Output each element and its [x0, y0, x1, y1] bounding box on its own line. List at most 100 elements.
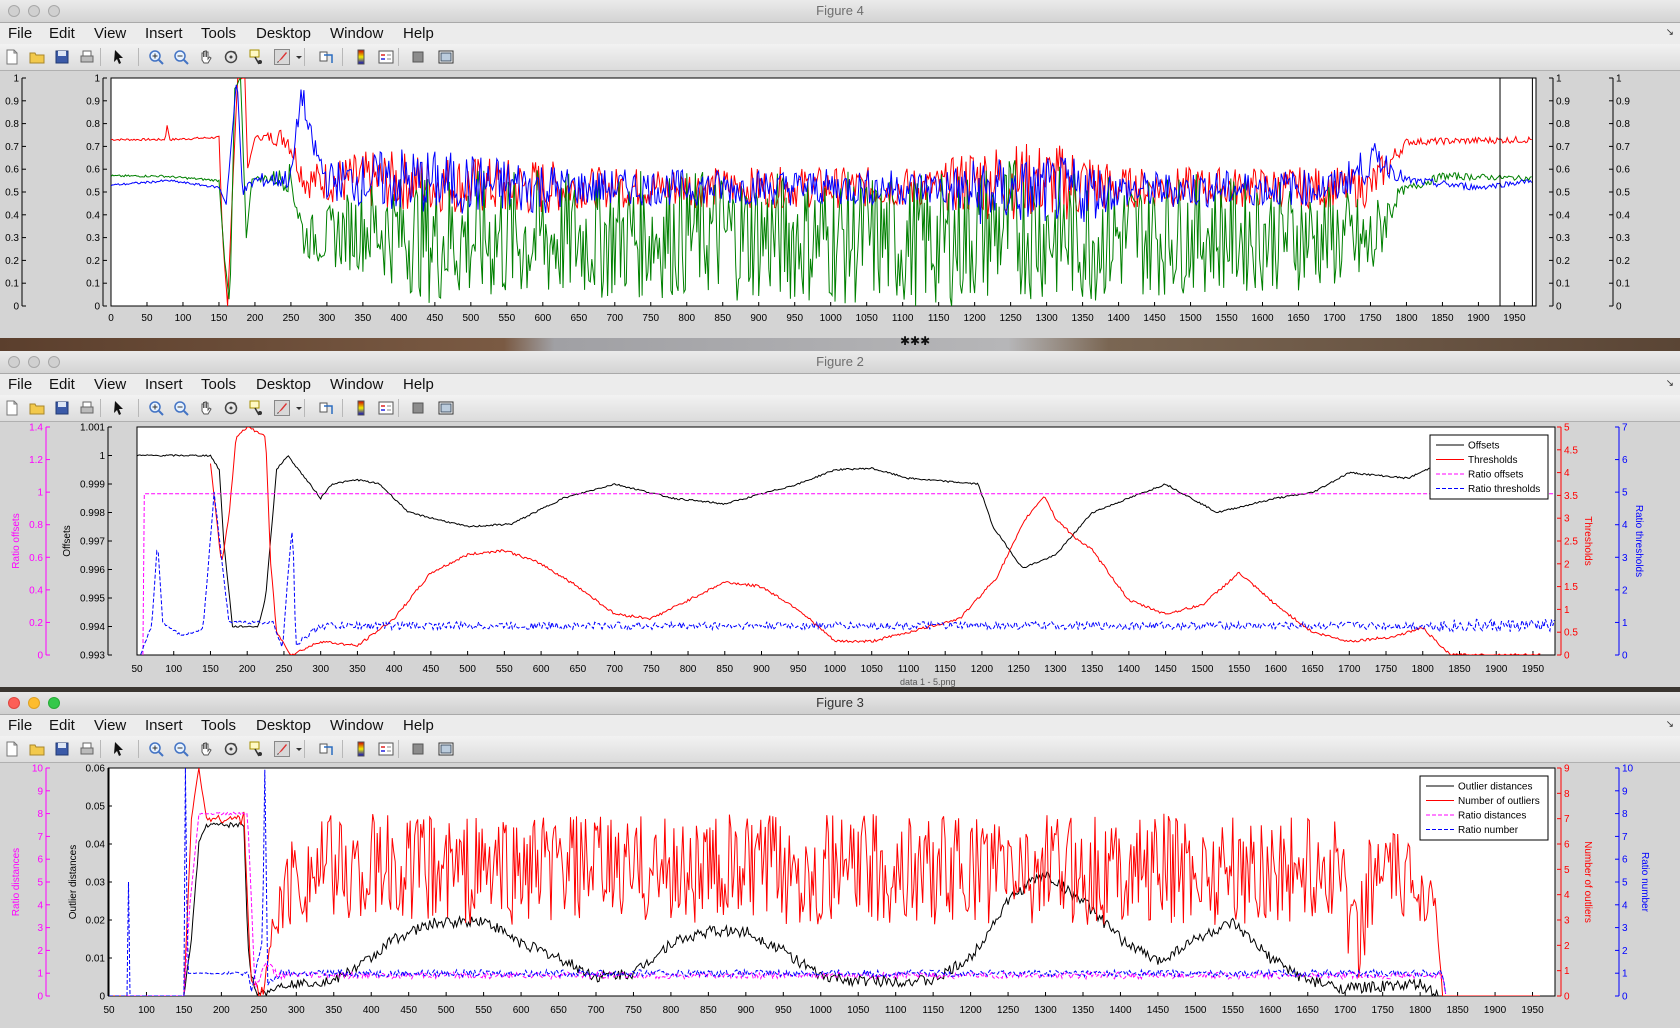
menu-tools[interactable]: Tools	[201, 376, 237, 393]
pan-hand-icon[interactable]	[198, 400, 214, 416]
title-bar[interactable]: Figure 3	[0, 692, 1680, 715]
show-plot-tools-icon[interactable]	[438, 49, 454, 65]
hide-plot-tools-icon[interactable]	[410, 400, 426, 416]
legend-icon[interactable]	[378, 400, 394, 416]
menu-view[interactable]: View	[94, 376, 127, 393]
menu-insert[interactable]: Insert	[145, 717, 183, 734]
menu-desktop[interactable]: Desktop	[256, 25, 312, 42]
menu-file[interactable]: File	[8, 376, 33, 393]
x-tick-label: 1000	[824, 664, 847, 675]
window-resize-icon[interactable]: ↘	[1665, 719, 1674, 730]
pan-hand-icon[interactable]	[198, 741, 214, 757]
link-plot-icon[interactable]	[318, 741, 334, 757]
zoom-out-icon[interactable]	[173, 49, 189, 65]
menu-insert[interactable]: Insert	[145, 25, 183, 42]
title-bar[interactable]: Figure 2	[0, 351, 1680, 374]
hide-plot-tools-icon[interactable]	[410, 49, 426, 65]
minimize-window-icon[interactable]	[28, 697, 40, 709]
print-icon[interactable]	[79, 400, 95, 416]
save-icon[interactable]	[54, 49, 70, 65]
rotate-3d-icon[interactable]	[223, 400, 239, 416]
new-figure-icon[interactable]	[4, 49, 20, 65]
brush-dropdown-icon[interactable]	[292, 400, 308, 416]
figure-toolbar	[0, 395, 1680, 422]
colorbar-icon[interactable]	[353, 400, 369, 416]
open-file-icon[interactable]	[29, 400, 45, 416]
menu-window[interactable]: Window	[330, 25, 384, 42]
print-icon[interactable]	[79, 741, 95, 757]
menu-help[interactable]: Help	[403, 717, 434, 734]
menu-view[interactable]: View	[94, 25, 127, 42]
menu-edit[interactable]: Edit	[49, 376, 75, 393]
data-cursor-icon[interactable]	[249, 741, 265, 757]
link-plot-icon[interactable]	[318, 400, 334, 416]
zoom-in-icon[interactable]	[148, 400, 164, 416]
brush-dropdown-icon[interactable]	[292, 49, 308, 65]
hide-plot-tools-icon[interactable]	[410, 741, 426, 757]
menu-desktop[interactable]: Desktop	[256, 376, 312, 393]
save-icon[interactable]	[54, 741, 70, 757]
menu-file[interactable]: File	[8, 717, 33, 734]
minimize-window-icon[interactable]	[28, 5, 40, 17]
menu-tools[interactable]: Tools	[201, 25, 237, 42]
y-tick-label: 7	[1622, 423, 1628, 434]
rotate-3d-icon[interactable]	[223, 741, 239, 757]
menu-help[interactable]: Help	[403, 376, 434, 393]
edit-plot-arrow-icon[interactable]	[111, 741, 127, 757]
menu-desktop[interactable]: Desktop	[256, 717, 312, 734]
open-file-icon[interactable]	[29, 741, 45, 757]
zoom-window-icon[interactable]	[48, 697, 60, 709]
menu-help[interactable]: Help	[403, 25, 434, 42]
colorbar-icon[interactable]	[353, 741, 369, 757]
x-tick-label: 1850	[1431, 313, 1454, 324]
data-cursor-icon[interactable]	[249, 49, 265, 65]
y-tick-label: 5	[1564, 423, 1570, 434]
menu-window[interactable]: Window	[330, 376, 384, 393]
window-resize-icon[interactable]: ↘	[1665, 27, 1674, 38]
legend-icon[interactable]	[378, 49, 394, 65]
zoom-out-icon[interactable]	[173, 400, 189, 416]
brush-icon[interactable]	[274, 741, 290, 757]
save-icon[interactable]	[54, 400, 70, 416]
new-figure-icon[interactable]	[4, 400, 20, 416]
menu-tools[interactable]: Tools	[201, 717, 237, 734]
colorbar-icon[interactable]	[353, 49, 369, 65]
show-plot-tools-icon[interactable]	[438, 741, 454, 757]
zoom-in-icon[interactable]	[148, 741, 164, 757]
close-window-icon[interactable]	[8, 5, 20, 17]
show-plot-tools-icon[interactable]	[438, 400, 454, 416]
menu-file[interactable]: File	[8, 25, 33, 42]
pan-hand-icon[interactable]	[198, 49, 214, 65]
legend-icon[interactable]	[378, 741, 394, 757]
y-tick-label: 2	[37, 946, 43, 957]
open-file-icon[interactable]	[29, 49, 45, 65]
data-cursor-icon[interactable]	[249, 400, 265, 416]
print-icon[interactable]	[79, 49, 95, 65]
menu-window[interactable]: Window	[330, 717, 384, 734]
menu-edit[interactable]: Edit	[49, 717, 75, 734]
menu-insert[interactable]: Insert	[145, 376, 183, 393]
zoom-window-icon[interactable]	[48, 356, 60, 368]
menu-view[interactable]: View	[94, 717, 127, 734]
menu-edit[interactable]: Edit	[49, 25, 75, 42]
new-figure-icon[interactable]	[4, 741, 20, 757]
y-tick-label: 3	[1622, 553, 1628, 564]
zoom-window-icon[interactable]	[48, 5, 60, 17]
y-tick-label: 4.5	[1564, 445, 1578, 456]
edit-plot-arrow-icon[interactable]	[111, 49, 127, 65]
link-plot-icon[interactable]	[318, 49, 334, 65]
x-tick-label: 1250	[997, 1005, 1020, 1016]
brush-dropdown-icon[interactable]	[292, 741, 308, 757]
zoom-out-icon[interactable]	[173, 741, 189, 757]
window-resize-icon[interactable]: ↘	[1665, 378, 1674, 389]
title-bar[interactable]: Figure 4	[0, 0, 1680, 23]
brush-icon[interactable]	[274, 49, 290, 65]
minimize-window-icon[interactable]	[28, 356, 40, 368]
brush-icon[interactable]	[274, 400, 290, 416]
edit-plot-arrow-icon[interactable]	[111, 400, 127, 416]
close-window-icon[interactable]	[8, 697, 20, 709]
x-tick-label: 900	[753, 664, 770, 675]
rotate-3d-icon[interactable]	[223, 49, 239, 65]
zoom-in-icon[interactable]	[148, 49, 164, 65]
close-window-icon[interactable]	[8, 356, 20, 368]
